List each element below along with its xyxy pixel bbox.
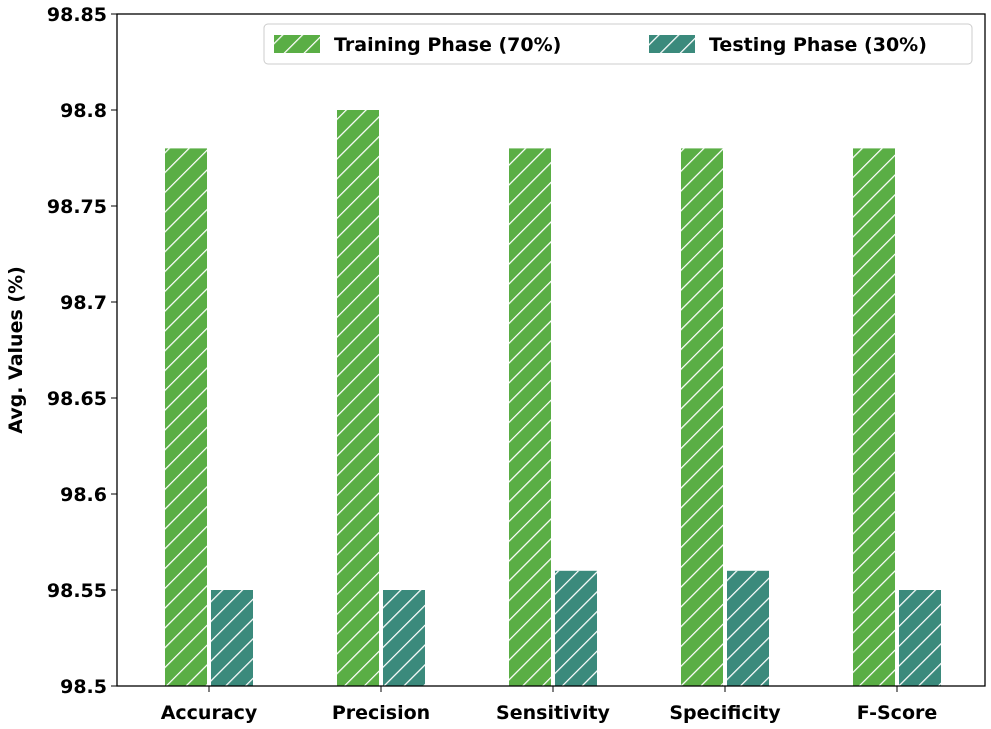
bar-testing-f-score xyxy=(899,590,941,686)
x-tick-label: Accuracy xyxy=(161,702,258,724)
bar-testing-accuracy xyxy=(211,590,253,686)
y-tick-label: 98.55 xyxy=(47,580,107,602)
y-tick-label: 98.65 xyxy=(47,388,107,410)
x-tick-label: F-Score xyxy=(857,702,938,724)
bar-training-precision xyxy=(337,110,379,686)
bar-training-specificity xyxy=(681,148,723,686)
legend-label: Training Phase (70%) xyxy=(334,34,561,56)
bar-training-accuracy xyxy=(165,148,207,686)
y-tick-label: 98.7 xyxy=(60,292,107,314)
x-tick-label: Sensitivity xyxy=(496,702,610,724)
legend-box xyxy=(263,23,973,65)
legend: Training Phase (70%) Testing Phase (30%) xyxy=(263,23,973,65)
bar-testing-precision xyxy=(383,590,425,686)
bar-training-f-score xyxy=(853,148,895,686)
legend-label: Testing Phase (30%) xyxy=(709,34,927,56)
y-tick-label: 98.5 xyxy=(60,676,107,698)
y-tick-label: 98.75 xyxy=(47,196,107,218)
bar-training-sensitivity xyxy=(509,148,551,686)
y-axis-label: Avg. Values (%) xyxy=(5,266,27,434)
y-tick-label: 98.85 xyxy=(47,4,107,26)
y-tick-label: 98.8 xyxy=(60,100,107,122)
plot-frame xyxy=(116,13,986,687)
bar-testing-specificity xyxy=(727,570,769,686)
x-tick-label: Precision xyxy=(332,702,430,724)
bar-testing-sensitivity xyxy=(555,570,597,686)
y-tick-label: 98.6 xyxy=(60,484,107,506)
x-tick-label: Specificity xyxy=(669,702,781,724)
